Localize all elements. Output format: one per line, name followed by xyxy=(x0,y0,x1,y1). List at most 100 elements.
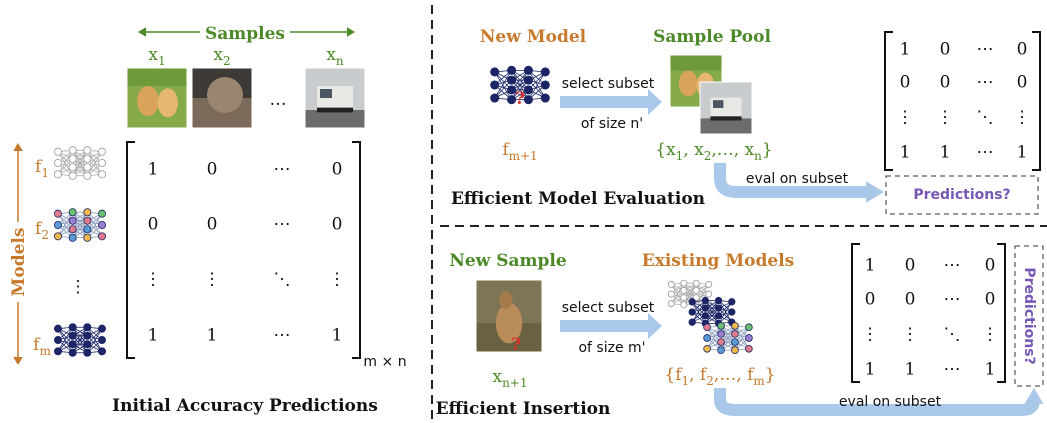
matrix-size: m × n xyxy=(363,354,406,370)
network-node xyxy=(704,324,711,331)
model-label: fm xyxy=(33,335,51,358)
network-node xyxy=(693,280,699,286)
matrix-entry: 0 xyxy=(148,215,159,235)
matrix-entry: 1 xyxy=(900,40,911,60)
network-node xyxy=(54,233,61,240)
matrix-entry: ⋯ xyxy=(977,40,994,60)
network-node xyxy=(745,324,752,331)
math-text: x xyxy=(492,367,502,387)
matrix-bracket-left xyxy=(127,142,135,358)
matrix-entry: 1 xyxy=(905,360,916,380)
matrix-entry: 0 xyxy=(900,73,911,93)
network-node xyxy=(491,81,499,89)
image-region xyxy=(317,108,353,113)
network-node xyxy=(718,322,725,329)
question-mark: ? xyxy=(515,89,525,109)
math-text: {x xyxy=(655,140,676,160)
network-node xyxy=(98,148,105,155)
network-node xyxy=(745,345,752,352)
matrix-entry: 1 xyxy=(1017,143,1028,163)
pool-title: Existing Models xyxy=(642,251,795,271)
subscript: 2 xyxy=(223,54,231,68)
matrix-entry: ⋯ xyxy=(274,326,291,346)
arrowhead xyxy=(1024,388,1043,404)
matrix-entry: 1 xyxy=(148,326,159,346)
network-node xyxy=(54,210,61,217)
subscript: m xyxy=(753,374,765,388)
matrix-entry: 0 xyxy=(905,290,916,310)
network-node xyxy=(98,171,105,178)
subscript: 1 xyxy=(676,149,684,163)
matrix-entry: 1 xyxy=(865,256,876,276)
matrix-entry: 0 xyxy=(940,73,951,93)
arrow xyxy=(560,313,662,339)
network-node xyxy=(541,94,549,102)
image-region xyxy=(305,110,365,128)
network-node xyxy=(718,347,725,354)
matrix-entry: 0 xyxy=(985,256,996,276)
pool-set: {x1, x2,…, xn} xyxy=(655,140,772,163)
network-node xyxy=(84,332,91,339)
subscript: 1 xyxy=(681,374,689,388)
figure: Samplesx1x2xn…Modelsf1f2fm⋮10⋯000⋯0⋮⋮⋱⋮1… xyxy=(0,0,1047,423)
network-node xyxy=(84,349,91,356)
math-text: x xyxy=(213,45,223,65)
math-text: x xyxy=(326,45,336,65)
network-node xyxy=(54,325,61,332)
models-title: Models xyxy=(9,228,29,297)
network-node xyxy=(681,302,687,308)
matrix-entry: ⋮ xyxy=(897,108,914,128)
predictions: Predictions? xyxy=(913,187,1010,203)
network-node xyxy=(729,309,735,315)
samples-title: Samples xyxy=(205,24,285,44)
network-node xyxy=(84,209,91,216)
sample-label: xn xyxy=(326,45,344,68)
image-region xyxy=(710,116,741,120)
network-node xyxy=(706,291,712,297)
network-node xyxy=(689,299,695,305)
eval-label: eval on subset xyxy=(746,171,849,187)
arrow-label: of size n' xyxy=(581,116,643,132)
sample-label: x1 xyxy=(148,45,165,68)
network-node xyxy=(69,164,76,171)
network-node xyxy=(54,159,61,166)
network-node xyxy=(715,297,721,303)
matrix-entry: 1 xyxy=(332,326,343,346)
matrix-entry: ⋯ xyxy=(274,160,291,180)
network-node xyxy=(69,217,76,224)
network-node xyxy=(84,172,91,179)
matrix-entry: 0 xyxy=(332,215,343,235)
network-node xyxy=(715,305,721,311)
image-region xyxy=(499,292,512,309)
matrix-entry: 0 xyxy=(207,160,218,180)
caption: Efficient Insertion xyxy=(436,399,611,419)
network-node xyxy=(98,221,105,228)
matrix-entry: ⋮ xyxy=(329,270,346,290)
network-node xyxy=(84,164,91,171)
network-node xyxy=(524,86,532,94)
network-node xyxy=(524,66,532,74)
network-node xyxy=(668,281,674,287)
network-node xyxy=(69,349,76,356)
sample-label: x2 xyxy=(213,45,230,68)
predictions: Predictions? xyxy=(1021,267,1037,364)
matrix-entry: 1 xyxy=(985,360,996,380)
network-node xyxy=(98,325,105,332)
samples-ellipsis: … xyxy=(270,90,287,110)
network-node xyxy=(69,226,76,233)
subscript: n+1 xyxy=(502,376,527,390)
matrix-entry: ⋯ xyxy=(944,256,961,276)
network-node xyxy=(54,348,61,355)
network-node xyxy=(84,324,91,331)
network-node xyxy=(715,313,721,319)
network-node xyxy=(84,217,91,224)
arrow-label: select subset xyxy=(562,300,655,316)
math-text: ,…, f xyxy=(714,365,755,385)
network-node xyxy=(84,155,91,162)
image-region xyxy=(127,68,187,86)
image-region xyxy=(320,89,332,98)
network-node xyxy=(98,348,105,355)
math-text: , x xyxy=(683,140,704,160)
math-text: x xyxy=(148,45,158,65)
network-node xyxy=(524,96,532,104)
